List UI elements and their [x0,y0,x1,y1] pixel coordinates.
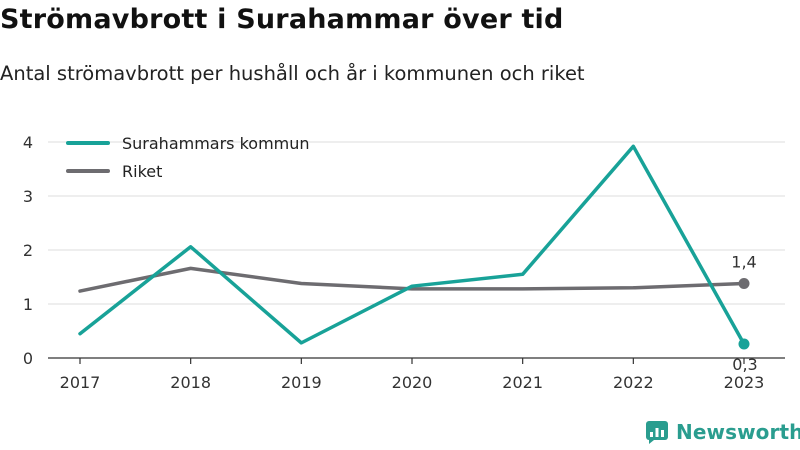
y-tick-label: 2 [23,241,33,260]
x-tick-label: 2018 [170,373,211,392]
chart-subtitle: Antal strömavbrott per hushåll och år i … [0,62,585,85]
brand-name: Newsworthy [676,420,800,444]
legend-label: Surahammars kommun [122,134,310,153]
x-tick-label: 2021 [502,373,543,392]
newsworthy-brand: Newsworthy [645,420,800,444]
legend-label: Riket [122,162,162,181]
data-labels: 1,4 0,3 [731,252,757,373]
y-tick-label: 4 [23,133,33,152]
x-tick-label: 2022 [613,373,654,392]
series-lines [78,144,750,350]
x-tick-label: 2023 [724,373,765,392]
newsworthy-logo-icon [646,421,668,444]
y-tick-label: 1 [23,295,33,314]
data-label-surahammar: 0,3 [732,355,757,374]
x-tick-label: 2017 [60,373,101,392]
end-point-surahammar [738,338,750,350]
data-label-riket: 1,4 [731,252,756,271]
x-tick-label: 2019 [281,373,322,392]
end-point-riket [738,277,750,289]
grid-lines [48,141,785,305]
chart-title: Strömavbrott i Surahammar över tid [0,4,564,35]
axes: 0 1 2 3 4 2017 2018 2019 2020 2021 2022 2023 [23,133,785,392]
series-line-surahammar [78,144,746,346]
x-tick-label: 2020 [392,373,433,392]
y-tick-label: 3 [23,187,33,206]
y-tick-label: 0 [23,349,33,368]
series-line-riket [78,266,746,293]
legend: Surahammars kommun Riket [66,134,310,181]
